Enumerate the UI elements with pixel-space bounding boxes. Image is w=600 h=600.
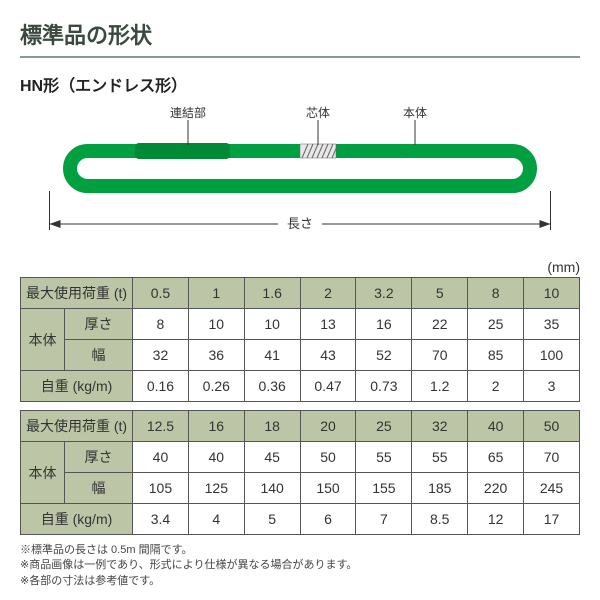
cell: 12.5 — [133, 411, 189, 442]
cell: 36 — [188, 340, 244, 371]
cell: 0.26 — [188, 371, 244, 402]
cell: 3 — [524, 371, 580, 402]
cell: 13 — [300, 309, 356, 340]
svg-text:連結部: 連結部 — [170, 106, 206, 120]
cell: 40 — [133, 442, 189, 473]
cell: 3.4 — [133, 504, 189, 535]
spec-table-2: 最大使用荷重 (t)12.516182025324050本体厚さ40404550… — [20, 410, 580, 535]
unit-label: (mm) — [20, 259, 580, 275]
cell: 45 — [244, 442, 300, 473]
cell: 1.6 — [244, 278, 300, 309]
sling-diagram: 連結部 芯体 本体長さ — [20, 106, 580, 251]
footnotes: ※標準品の長さは 0.5m 間隔です。※商品画像は一例であり、形式により仕様が異… — [20, 543, 580, 589]
cell: 0.16 — [133, 371, 189, 402]
cell: 5 — [412, 278, 468, 309]
row-label: 自重 (kg/m) — [21, 504, 133, 535]
cell: 50 — [300, 442, 356, 473]
row-label: 厚さ — [65, 442, 133, 473]
cell: 140 — [244, 473, 300, 504]
svg-text:長さ: 長さ — [287, 216, 313, 231]
cell: 40 — [188, 442, 244, 473]
spec-table-1: 最大使用荷重 (t)0.511.623.25810本体厚さ81010131622… — [20, 277, 580, 402]
row-label: 厚さ — [65, 309, 133, 340]
cell: 10 — [188, 309, 244, 340]
cell: 220 — [468, 473, 524, 504]
cell: 12 — [468, 504, 524, 535]
cell: 6 — [300, 504, 356, 535]
cell: 7 — [356, 504, 412, 535]
cell: 20 — [300, 411, 356, 442]
cell: 17 — [524, 504, 580, 535]
cell: 1.2 — [412, 371, 468, 402]
cell: 8 — [133, 309, 189, 340]
row-group: 本体 — [21, 442, 65, 504]
cell: 55 — [356, 442, 412, 473]
cell: 16 — [188, 411, 244, 442]
cell: 245 — [524, 473, 580, 504]
page-title: 標準品の形状 — [20, 18, 580, 58]
cell: 4 — [188, 504, 244, 535]
cell: 0.73 — [356, 371, 412, 402]
cell: 18 — [244, 411, 300, 442]
cell: 2 — [300, 278, 356, 309]
cell: 41 — [244, 340, 300, 371]
shape-subtitle: HN形（エンドレス形） — [20, 72, 580, 96]
cell: 155 — [356, 473, 412, 504]
cell: 70 — [412, 340, 468, 371]
cell: 150 — [300, 473, 356, 504]
cell: 50 — [524, 411, 580, 442]
cell: 0.47 — [300, 371, 356, 402]
cell: 32 — [133, 340, 189, 371]
cell: 185 — [412, 473, 468, 504]
cell: 1 — [188, 278, 244, 309]
cell: 16 — [356, 309, 412, 340]
row-label: 最大使用荷重 (t) — [21, 278, 133, 309]
row-label: 幅 — [65, 340, 133, 371]
cell: 125 — [188, 473, 244, 504]
cell: 5 — [244, 504, 300, 535]
cell: 40 — [468, 411, 524, 442]
cell: 25 — [356, 411, 412, 442]
cell: 35 — [524, 309, 580, 340]
cell: 10 — [524, 278, 580, 309]
cell: 0.36 — [244, 371, 300, 402]
cell: 0.5 — [133, 278, 189, 309]
cell: 55 — [412, 442, 468, 473]
cell: 25 — [468, 309, 524, 340]
cell: 85 — [468, 340, 524, 371]
cell: 10 — [244, 309, 300, 340]
cell: 52 — [356, 340, 412, 371]
row-label: 最大使用荷重 (t) — [21, 411, 133, 442]
cell: 43 — [300, 340, 356, 371]
svg-text:芯体: 芯体 — [306, 106, 330, 120]
cell: 8 — [468, 278, 524, 309]
cell: 3.2 — [356, 278, 412, 309]
svg-text:本体: 本体 — [403, 106, 427, 120]
row-label: 幅 — [65, 473, 133, 504]
row-label: 自重 (kg/m) — [21, 371, 133, 402]
row-group: 本体 — [21, 309, 65, 371]
cell: 22 — [412, 309, 468, 340]
cell: 70 — [524, 442, 580, 473]
cell: 105 — [133, 473, 189, 504]
cell: 2 — [468, 371, 524, 402]
cell: 8.5 — [412, 504, 468, 535]
cell: 32 — [412, 411, 468, 442]
cell: 65 — [468, 442, 524, 473]
cell: 100 — [524, 340, 580, 371]
